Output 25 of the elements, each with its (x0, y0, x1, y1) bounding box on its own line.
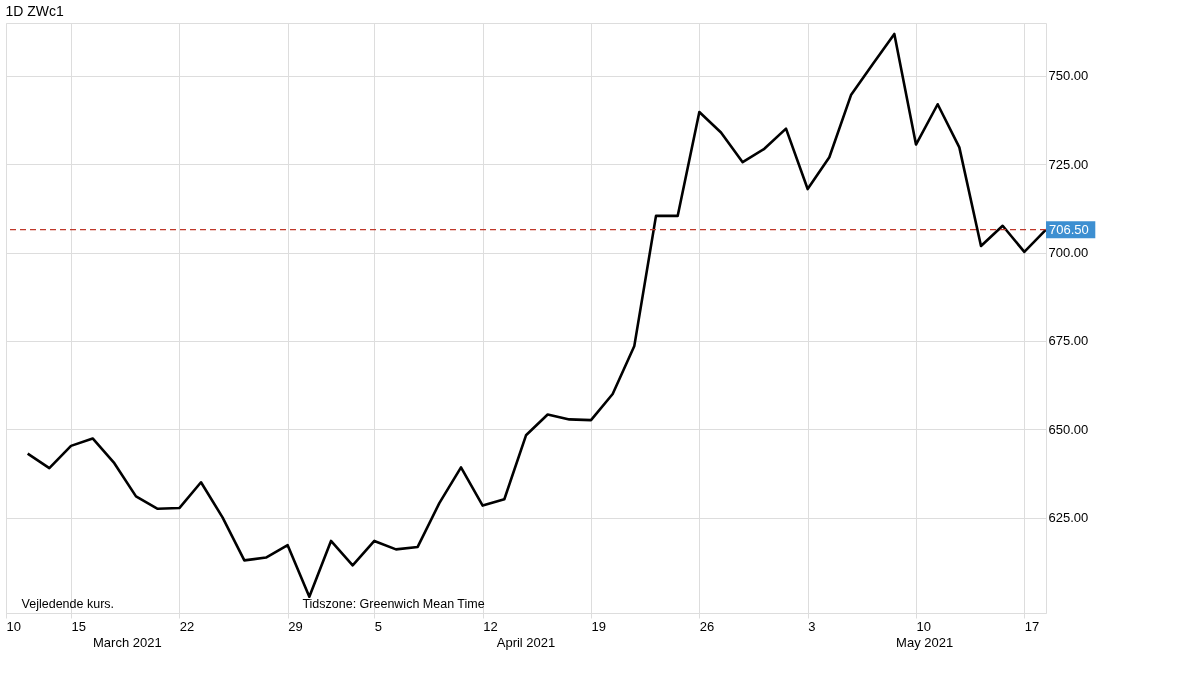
x-tick-label: 12 (483, 618, 498, 634)
x-tick-label: 22 (179, 618, 195, 634)
annotation: Vejledende kurs. (21, 597, 115, 611)
ref-line-label: 706.50 (1049, 221, 1089, 237)
chart-title: 1D ZWc1 (5, 3, 64, 19)
x-tick-label: 15 (71, 618, 86, 634)
x-tick-label: 26 (699, 618, 715, 634)
y-tick-label: 700.00 (1048, 245, 1089, 261)
y-tick-label: 750.00 (1048, 68, 1089, 84)
text: March 2021 (93, 635, 162, 650)
y-tick-label: 650.00 (1048, 421, 1089, 437)
x-tick-label: 29 (288, 618, 303, 634)
x-tick-label: 5 (374, 618, 383, 634)
x-tick-label: 10 (916, 618, 931, 634)
x-tick-label: 17 (1024, 618, 1040, 634)
y-tick-label: 675.00 (1048, 333, 1089, 349)
x-tick-label: 19 (591, 618, 606, 634)
x-tick-label: 10 (6, 618, 21, 634)
line-series (26, 32, 1048, 599)
annotation: Tidszone: Greenwich Mean Time (302, 597, 485, 611)
text: May 2021 (896, 635, 954, 650)
y-tick-label: 725.00 (1048, 156, 1089, 172)
x-tick-label: 3 (808, 618, 816, 634)
y-tick-label: 625.00 (1048, 510, 1089, 526)
text: April 2021 (496, 635, 556, 650)
